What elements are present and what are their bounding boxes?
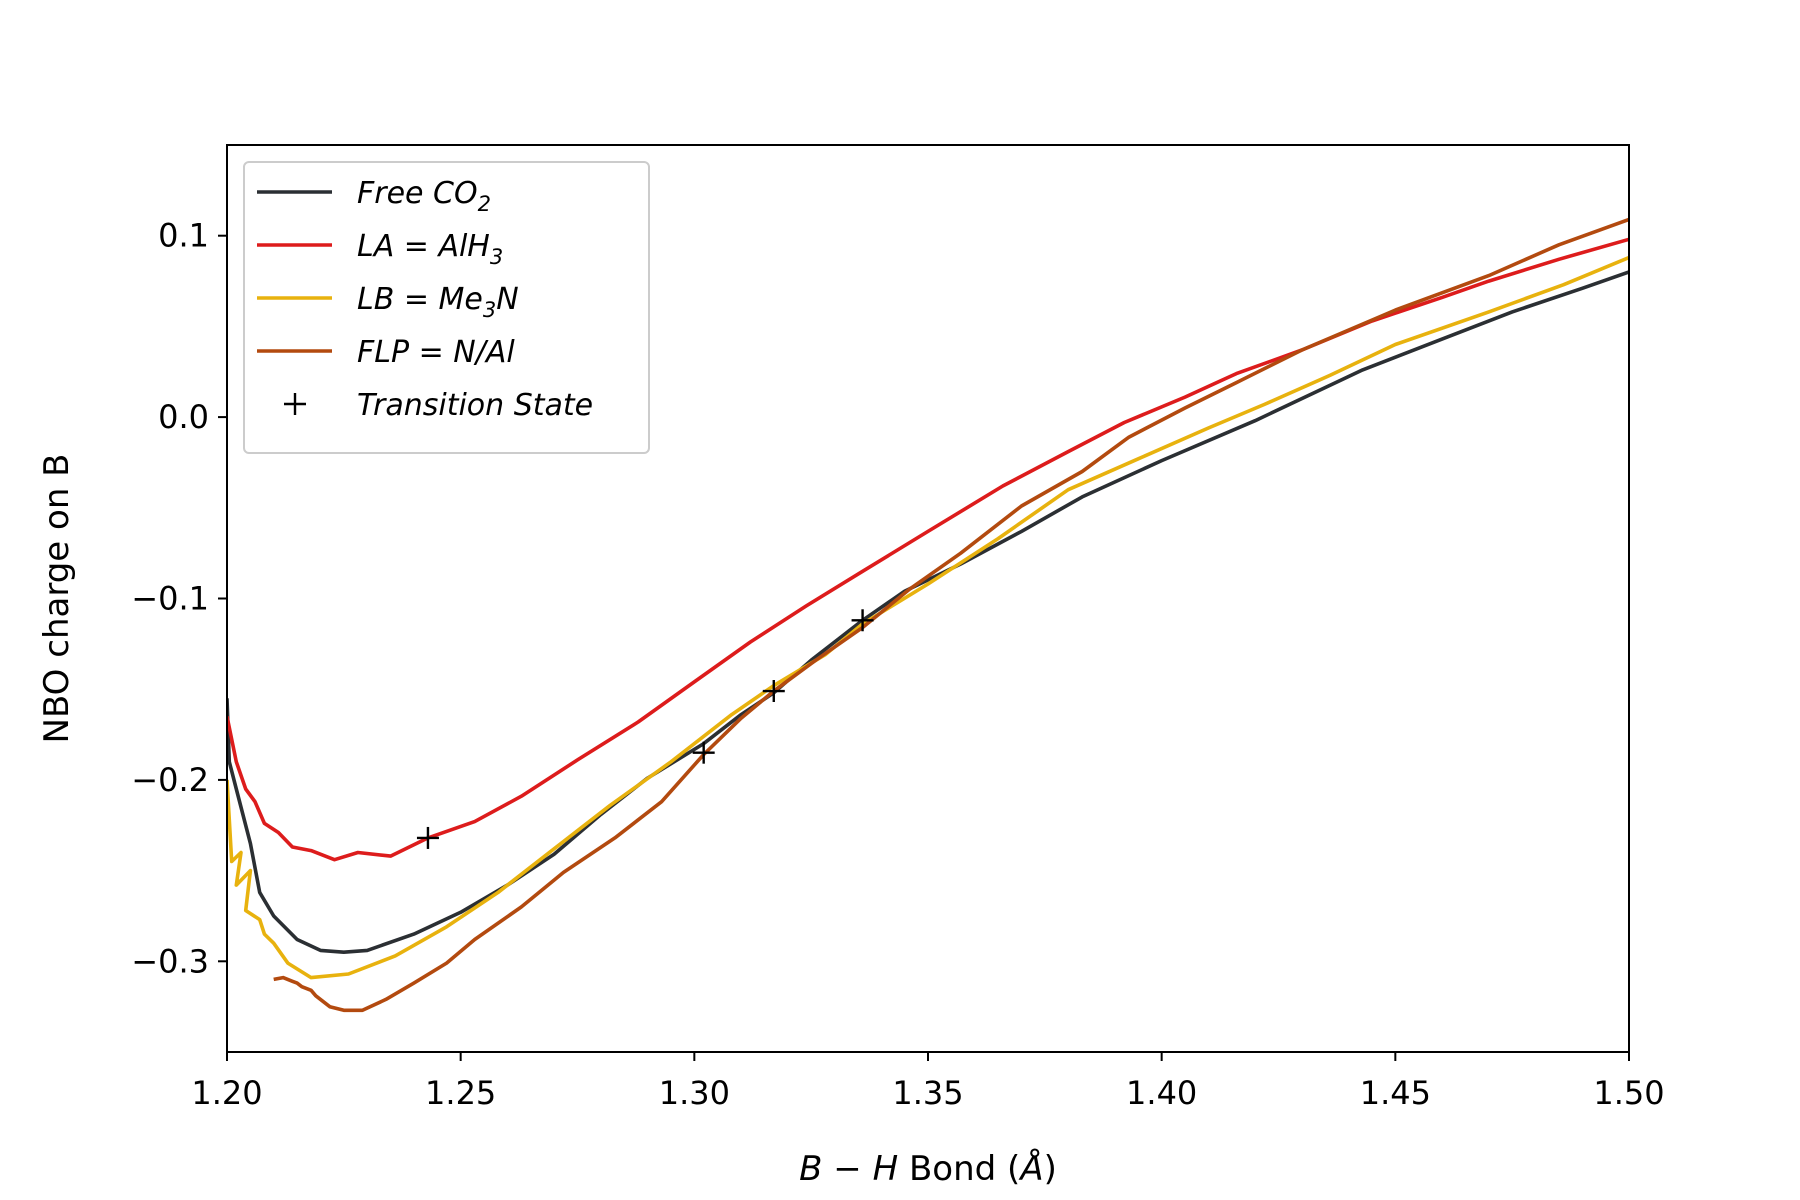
y-tick-label: 0.0	[158, 398, 209, 436]
x-tick-label: 1.50	[1593, 1074, 1664, 1112]
x-label-unit: Å	[1018, 1148, 1043, 1189]
legend-label-1: LA = AlH3	[357, 229, 503, 269]
x-axis-label: B − H Bond (Å)	[799, 1148, 1057, 1189]
x-tick-label: 1.35	[892, 1074, 963, 1112]
series-layer	[227, 217, 1629, 1013]
x-tick-label: 1.40	[1126, 1074, 1197, 1112]
x-tick-label: 1.30	[659, 1074, 730, 1112]
legend-marker-swatch	[284, 393, 306, 415]
x-tick-label: 1.25	[425, 1074, 496, 1112]
series-line-3	[273, 217, 1629, 1013]
transition-state-marker	[416, 826, 439, 849]
transition-state-marker	[851, 609, 874, 632]
y-axis-label: NBO charge on B	[37, 454, 77, 744]
legend-box	[243, 161, 650, 454]
legend-label-2: LB = Me3N	[357, 282, 519, 322]
legend-label-transition-state: Transition State	[357, 388, 593, 423]
x-label-op: −	[822, 1149, 872, 1189]
x-label-close: )	[1044, 1149, 1057, 1189]
y-tick-label: −0.1	[131, 580, 209, 618]
y-tick-label: 0.1	[158, 217, 209, 255]
legend-label-3: FLP = N/Al	[357, 335, 515, 370]
marker-layer	[416, 609, 874, 849]
legend-label-0: Free CO2	[357, 176, 491, 216]
x-label-var1: B	[799, 1149, 822, 1189]
y-tick-label: −0.2	[131, 761, 209, 799]
transition-state-marker	[692, 741, 715, 764]
x-label-var2: H	[873, 1149, 899, 1189]
y-tick-label: −0.3	[131, 942, 209, 980]
series-line-0	[227, 270, 1629, 954]
x-tick-label: 1.20	[191, 1074, 262, 1112]
x-axis: 1.20 1.25 1.30 1.35 1.40 1.45 1.50	[191, 1052, 1665, 1112]
x-tick-label: 1.45	[1360, 1074, 1431, 1112]
transition-state-marker	[762, 680, 785, 703]
x-label-rest: Bond (	[898, 1149, 1020, 1189]
legend: Free CO2 LA = AlH3 LB = Me3N FLP = N/Al Tran…	[243, 161, 650, 454]
series-line-2	[227, 255, 1629, 980]
y-axis: 0.1 0.0 −0.1 −0.2 −0.3	[131, 217, 227, 980]
